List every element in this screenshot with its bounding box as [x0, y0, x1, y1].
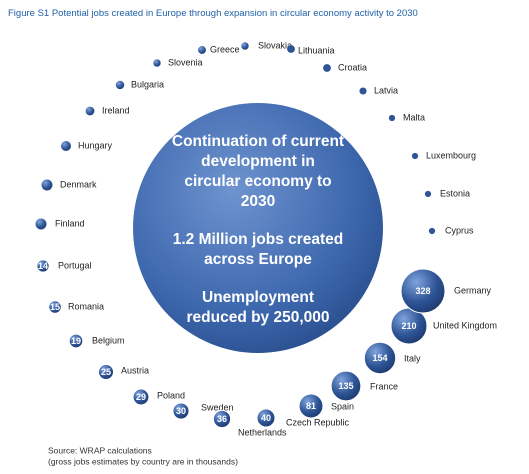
bubble	[363, 341, 397, 375]
center-text: development in	[201, 153, 315, 170]
bubble-value: 81	[306, 401, 316, 411]
footnote: (gross jobs estimates by country are in …	[48, 456, 238, 466]
bubble-value: 29	[136, 392, 146, 402]
bubble	[287, 45, 295, 53]
bubble-value: 135	[338, 381, 353, 391]
bubble	[197, 45, 207, 55]
country-label: Greece	[210, 44, 240, 54]
center-text: circular economy to	[184, 173, 331, 190]
center-text: 1.2 Million jobs created	[173, 231, 344, 248]
country-label: Slovenia	[168, 57, 203, 67]
chart-title: Figure S1 Potential jobs created in Euro…	[8, 8, 418, 19]
country-label: Cyprus	[445, 225, 474, 235]
country-label: Bulgaria	[131, 79, 164, 89]
bubble-value: 36	[217, 414, 227, 424]
bubble	[330, 370, 362, 402]
bubble	[388, 114, 396, 122]
bubble	[114, 79, 126, 91]
country-label: Belgium	[92, 335, 125, 345]
bubble	[400, 268, 446, 314]
center-text: 2030	[241, 193, 275, 210]
bubble-value: 40	[261, 413, 271, 423]
bubble-value: 25	[101, 367, 111, 377]
bubble-value: 19	[71, 336, 81, 346]
bubble	[172, 402, 190, 420]
country-label: United Kingdom	[433, 320, 497, 330]
bubble	[60, 140, 72, 152]
country-label: Denmark	[60, 179, 97, 189]
bubble	[240, 41, 250, 51]
bubble-value: 30	[176, 406, 186, 416]
bubble	[36, 259, 50, 273]
country-label: Ireland	[102, 105, 130, 115]
country-label: Estonia	[440, 188, 470, 198]
bubble	[132, 388, 150, 406]
bubble	[84, 105, 96, 117]
bubble	[428, 227, 436, 235]
country-label: France	[370, 381, 398, 391]
bubble	[359, 87, 367, 95]
country-label: Poland	[157, 390, 185, 400]
bubble-value: 210	[401, 321, 416, 331]
bubble	[298, 393, 324, 419]
bubble-value: 328	[415, 286, 430, 296]
bubble	[424, 190, 432, 198]
country-label: Italy	[404, 353, 421, 363]
bubble	[97, 363, 115, 381]
bubble-value: 15	[50, 302, 60, 312]
country-label: Finland	[55, 218, 85, 228]
country-label: Luxembourg	[426, 150, 476, 160]
country-label: Germany	[454, 285, 492, 295]
center-circle	[133, 103, 383, 353]
country-label: Croatia	[338, 62, 367, 72]
bubble-value: 14	[38, 261, 48, 271]
bubble	[34, 217, 48, 231]
country-label: Sweden	[201, 402, 234, 412]
country-label: Lithuania	[298, 45, 335, 55]
country-label: Spain	[331, 401, 354, 411]
bubble	[411, 152, 419, 160]
country-label: Slovakia	[258, 40, 292, 50]
country-label: Portugal	[58, 260, 92, 270]
bubble	[68, 333, 84, 349]
country-label: Austria	[121, 365, 149, 375]
footnote: Source: WRAP calculations	[48, 445, 152, 455]
country-label: Malta	[403, 112, 425, 122]
center-text: Continuation of current	[172, 133, 344, 150]
bubble	[256, 408, 276, 428]
bubble-value: 154	[372, 353, 387, 363]
bubble	[40, 178, 54, 192]
country-label: Romania	[68, 301, 104, 311]
country-label: Netherlands	[238, 427, 287, 437]
bubble	[48, 300, 62, 314]
country-label: Czech Republic	[286, 417, 350, 427]
bubble	[152, 58, 162, 68]
country-label: Latvia	[374, 85, 398, 95]
country-label: Hungary	[78, 140, 113, 150]
bubble	[212, 409, 232, 429]
center-text: reduced by 250,000	[186, 309, 329, 326]
center-text: across Europe	[204, 251, 312, 268]
center-text: Unemployment	[202, 289, 314, 306]
bubble	[323, 64, 331, 72]
